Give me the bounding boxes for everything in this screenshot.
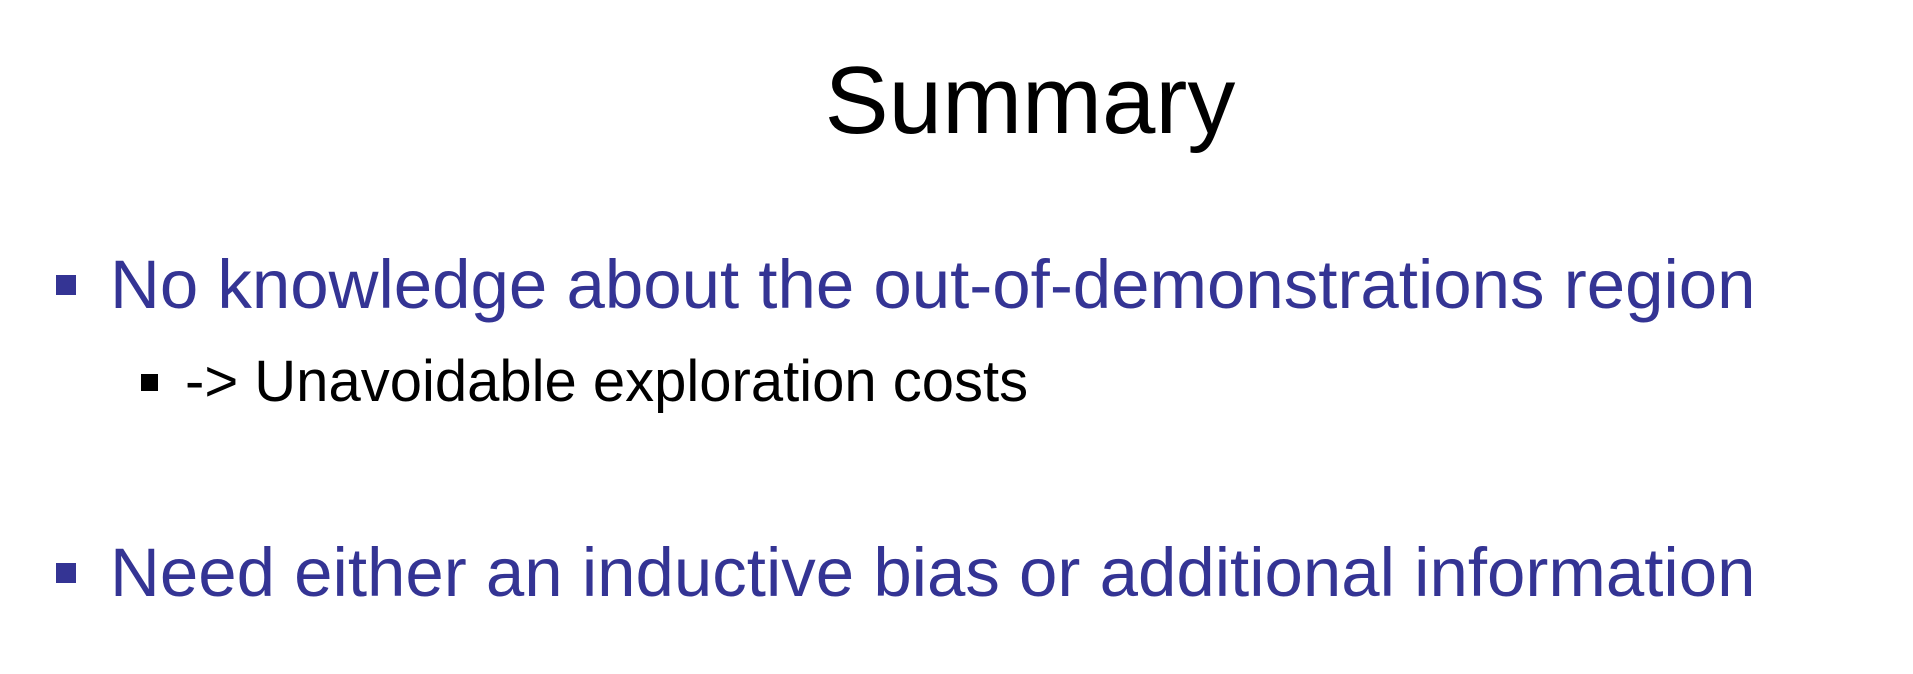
- sub-bullet-text: -> Unavoidable exploration costs: [185, 349, 1029, 414]
- square-bullet-icon: [56, 274, 76, 295]
- bullet-item-no-knowledge: No knowledge about the out-of-demonstrat…: [56, 250, 1756, 319]
- bullet-text: Need either an inductive bias or additio…: [110, 534, 1756, 611]
- sub-bullet-item-exploration-costs: -> Unavoidable exploration costs: [141, 353, 1028, 411]
- slide-title: Summary: [824, 47, 1236, 154]
- square-bullet-icon: [141, 373, 158, 391]
- bullet-text: No knowledge about the out-of-demonstrat…: [110, 246, 1756, 323]
- bullet-item-need-either: Need either an inductive bias or additio…: [56, 538, 1756, 607]
- square-bullet-icon: [56, 562, 76, 583]
